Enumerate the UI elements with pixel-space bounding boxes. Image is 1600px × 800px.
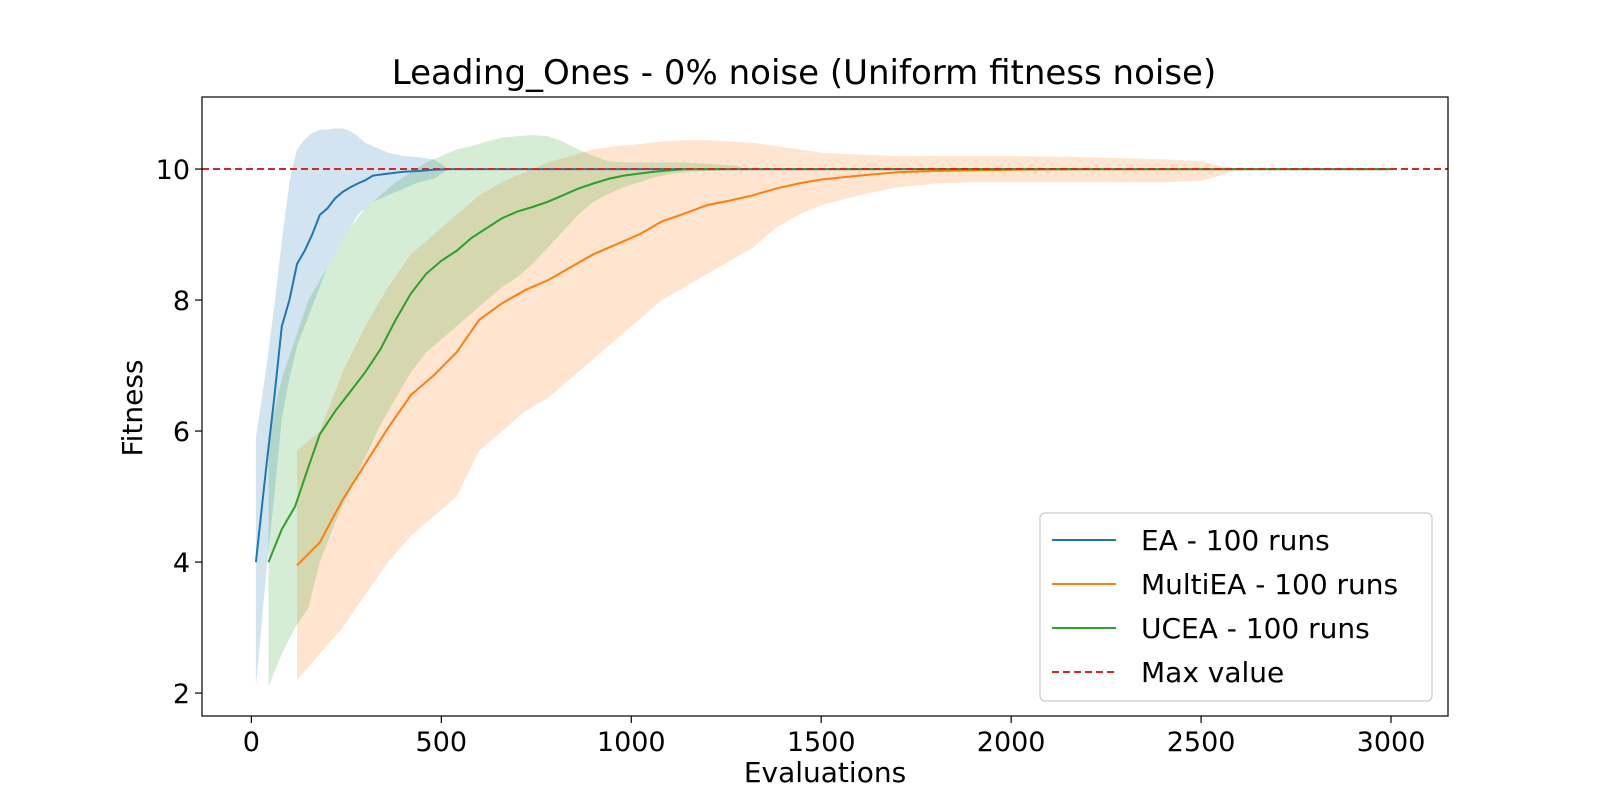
x-tick-label: 2500 [1167, 727, 1236, 758]
line-series-1 [254, 168, 1391, 563]
line-series-3 [267, 168, 1391, 563]
x-tick-label: 500 [416, 727, 468, 758]
y-tick-label: 10 [156, 155, 190, 186]
x-tick-label: 0 [243, 727, 260, 758]
x-axis: 0 500 1000 1500 2000 2500 3000 [243, 716, 1426, 758]
legend-frame [1039, 512, 1433, 702]
y-axis-label: Fitness [116, 360, 149, 457]
legend-label-4: Max value [1141, 656, 1284, 689]
y-tick-label: 4 [173, 548, 190, 579]
chart-title: Leading_Ones - 0% noise (Uniform fitness… [392, 53, 1216, 93]
confidence-bands [255, 128, 1391, 687]
y-tick-label: 2 [173, 679, 190, 710]
x-axis-label: Evaluations [744, 756, 906, 789]
x-tick-label: 2000 [977, 727, 1046, 758]
plot-frame [201, 96, 1449, 717]
legend-label-1: EA - 100 runs [1141, 524, 1330, 557]
y-tick-label: 8 [173, 286, 190, 317]
y-axis: 2 4 6 8 10 [156, 155, 202, 710]
x-tick-label: 1000 [597, 727, 666, 758]
band-series-2 [297, 140, 1391, 680]
legend: EA - 100 runs MultiEA - 100 runs UCEA - 10… [1039, 512, 1433, 702]
series-lines [254, 168, 1391, 567]
x-tick-label: 1500 [787, 727, 856, 758]
legend-label-2: MultiEA - 100 runs [1141, 568, 1398, 601]
legend-label-3: UCEA - 100 runs [1141, 612, 1370, 645]
y-tick-label: 6 [173, 417, 190, 448]
band-series-1 [255, 128, 1391, 687]
x-tick-label: 3000 [1357, 727, 1426, 758]
